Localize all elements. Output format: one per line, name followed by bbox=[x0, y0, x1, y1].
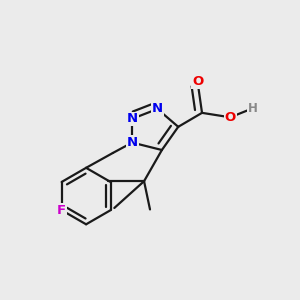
Text: O: O bbox=[192, 75, 203, 88]
Text: N: N bbox=[152, 103, 163, 116]
Text: N: N bbox=[127, 136, 138, 149]
Text: O: O bbox=[225, 111, 236, 124]
Text: H: H bbox=[248, 102, 257, 115]
Text: F: F bbox=[57, 204, 66, 217]
Text: N: N bbox=[127, 112, 138, 125]
